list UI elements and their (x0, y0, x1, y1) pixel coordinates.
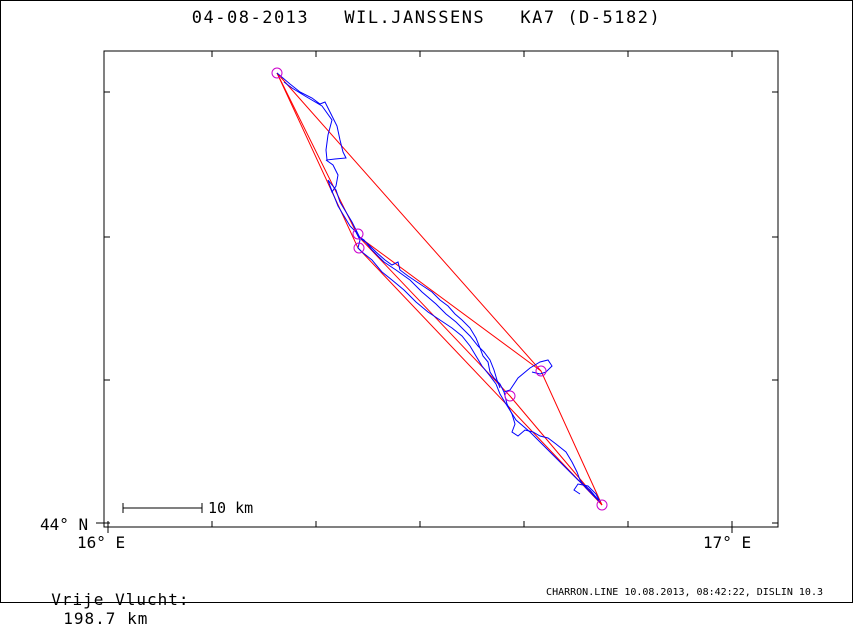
track-segment-north (276, 72, 347, 161)
turnpoint-marker (596, 499, 608, 511)
free-flight-distance: Vrije Vlucht: 198.7 km (30, 571, 190, 628)
task-line-inner (276, 72, 603, 506)
scale-bar-label: 10 km (208, 499, 254, 517)
task-line-outer (276, 72, 603, 506)
turnpoint-marker (535, 365, 547, 377)
flight-track (276, 72, 601, 503)
turnpoint-marker (352, 228, 364, 240)
y-axis-min-label: 44° N (40, 515, 89, 534)
map-plot (96, 50, 779, 533)
y-ticks-right (772, 91, 778, 524)
x-axis-min-label: 16° E (77, 533, 126, 552)
x-axis-max-label: 17° E (703, 533, 752, 552)
turnpoint-marker (504, 390, 516, 402)
footer-info: CHARRON.LINE 10.08.2013, 08:42:22, DISLI… (546, 587, 823, 598)
track-segment-east-loop (503, 359, 553, 393)
track-segment-tail (573, 483, 601, 503)
x-ticks-top (211, 51, 733, 57)
track-segment-south (503, 391, 601, 503)
x-ticks-bottom (107, 521, 733, 533)
turnpoints (271, 67, 608, 511)
task-lines (276, 72, 603, 506)
track-segment-upper (325, 159, 505, 393)
free-flight-label: Vrije Vlucht: (51, 590, 190, 609)
task-line-side (357, 235, 542, 372)
free-flight-value: 198.7 km (63, 609, 149, 628)
turnpoint-marker (271, 67, 283, 79)
track-segment-return (329, 185, 601, 503)
turnpoint-marker (353, 242, 365, 254)
y-ticks-left (96, 91, 110, 524)
scale-bar (122, 503, 203, 513)
track-segment-mid (357, 235, 501, 389)
plot-frame (103, 50, 779, 528)
page-title: 04-08-2013 WIL.JANSSENS KA7 (D-5182) (191, 8, 662, 28)
